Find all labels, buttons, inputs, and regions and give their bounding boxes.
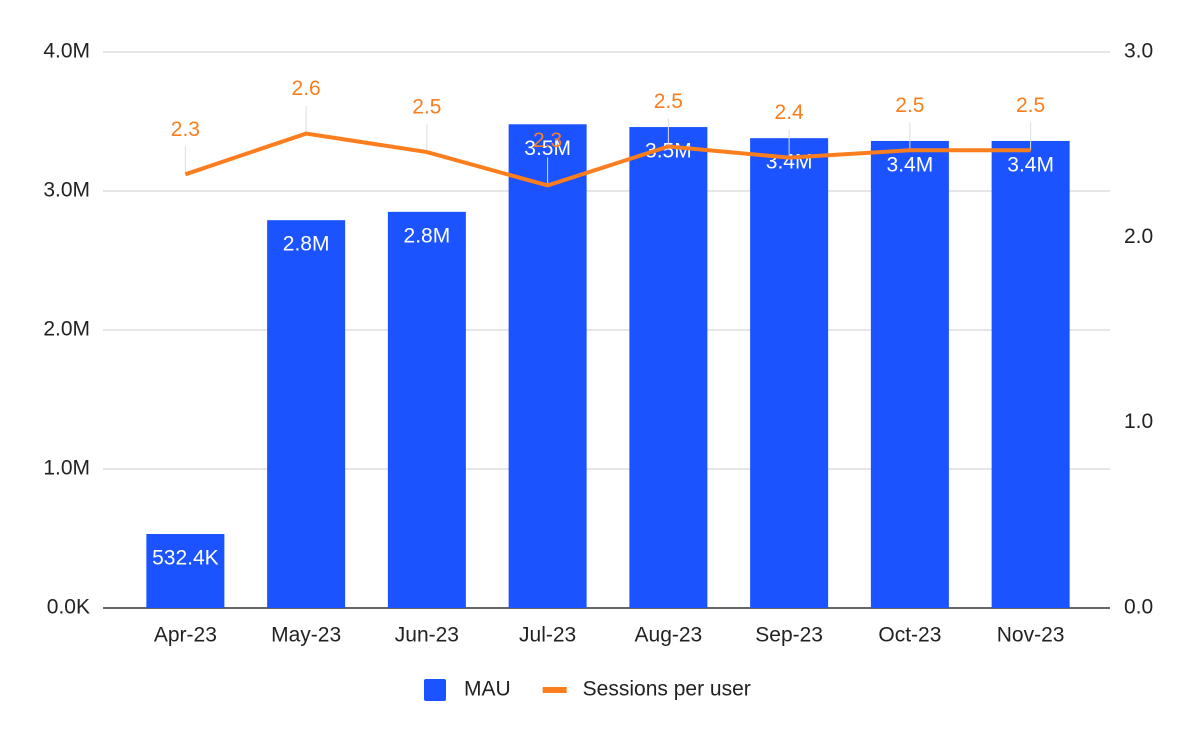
x-tick-label: Jul-23 — [519, 624, 576, 647]
y2-tick-label: 1.0 — [1124, 410, 1153, 433]
bar — [508, 124, 587, 608]
y-tick-label: 0.0K — [47, 596, 90, 619]
y-tick-label: 3.0M — [43, 179, 90, 202]
x-tick-label: Jun-23 — [395, 624, 459, 647]
bar — [750, 138, 829, 608]
y2-tick-label: 3.0 — [1124, 40, 1153, 63]
bar-value-label: 532.4K — [152, 547, 219, 570]
legend-label: Sessions per user — [583, 678, 751, 701]
line-value-label: 2.5 — [1016, 94, 1045, 117]
x-tick-label: Oct-23 — [878, 624, 941, 647]
bar — [146, 533, 225, 608]
bar — [870, 140, 949, 608]
y2-tick-label: 2.0 — [1124, 225, 1153, 248]
line-value-label: 2.5 — [895, 94, 924, 117]
bar-value-label: 2.8M — [404, 224, 451, 247]
line-value-label: 2.5 — [654, 90, 683, 113]
y-tick-label: 2.0M — [43, 318, 90, 341]
legend-swatch — [424, 679, 446, 701]
legend-label: MAU — [464, 678, 511, 701]
bar-value-label: 3.5M — [645, 140, 692, 163]
bar-value-label: 2.8M — [283, 233, 330, 256]
bar — [991, 140, 1070, 608]
line-value-label: 2.4 — [775, 101, 805, 124]
bar — [387, 211, 466, 608]
bar-value-label: 3.5M — [524, 137, 571, 160]
line-value-label: 2.3 — [533, 129, 562, 152]
y2-tick-label: 0.0 — [1124, 596, 1153, 619]
line — [184, 131, 1031, 188]
x-tick-label: May-23 — [271, 624, 341, 647]
line-value-label: 2.6 — [292, 77, 321, 100]
bar — [267, 220, 346, 608]
x-tick-label: Sep-23 — [755, 624, 823, 647]
y-tick-label: 4.0M — [43, 40, 90, 63]
x-tick-label: Aug-23 — [635, 624, 703, 647]
y-tick-label: 1.0M — [43, 457, 90, 480]
bar-value-label: 3.4M — [887, 154, 934, 177]
bar-value-label: 3.4M — [1007, 154, 1054, 177]
line-value-label: 2.3 — [171, 118, 200, 141]
bar — [629, 127, 708, 608]
x-tick-label: Apr-23 — [154, 624, 217, 647]
x-tick-label: Nov-23 — [997, 624, 1065, 647]
line-value-label: 2.5 — [412, 96, 441, 119]
